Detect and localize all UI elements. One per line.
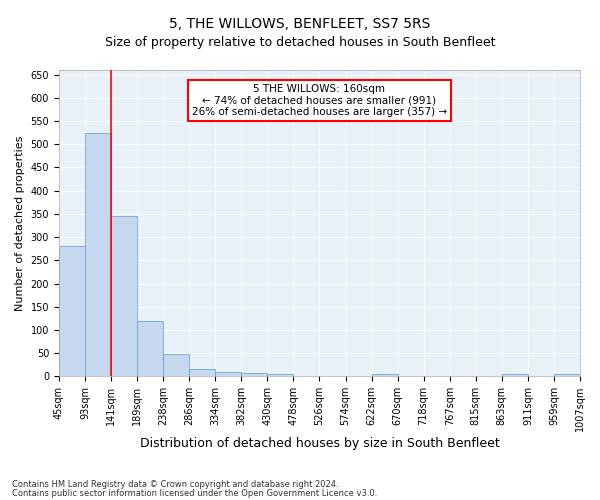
Text: Contains HM Land Registry data © Crown copyright and database right 2024.: Contains HM Land Registry data © Crown c…	[12, 480, 338, 489]
Bar	[111, 216, 137, 376]
Bar	[502, 374, 528, 376]
Y-axis label: Number of detached properties: Number of detached properties	[15, 136, 25, 311]
Text: 5 THE WILLOWS: 160sqm
← 74% of detached houses are smaller (991)
26% of semi-det: 5 THE WILLOWS: 160sqm ← 74% of detached …	[192, 84, 447, 117]
Bar	[268, 374, 293, 376]
X-axis label: Distribution of detached houses by size in South Benfleet: Distribution of detached houses by size …	[140, 437, 499, 450]
Text: Contains public sector information licensed under the Open Government Licence v3: Contains public sector information licen…	[12, 490, 377, 498]
Text: 5, THE WILLOWS, BENFLEET, SS7 5RS: 5, THE WILLOWS, BENFLEET, SS7 5RS	[169, 18, 431, 32]
Bar	[554, 374, 580, 376]
Bar	[189, 369, 215, 376]
Bar	[241, 372, 268, 376]
Bar	[85, 132, 111, 376]
Bar	[59, 246, 85, 376]
Bar	[137, 320, 163, 376]
Bar	[163, 354, 189, 376]
Text: Size of property relative to detached houses in South Benfleet: Size of property relative to detached ho…	[105, 36, 495, 49]
Bar	[371, 374, 398, 376]
Bar	[215, 372, 241, 376]
